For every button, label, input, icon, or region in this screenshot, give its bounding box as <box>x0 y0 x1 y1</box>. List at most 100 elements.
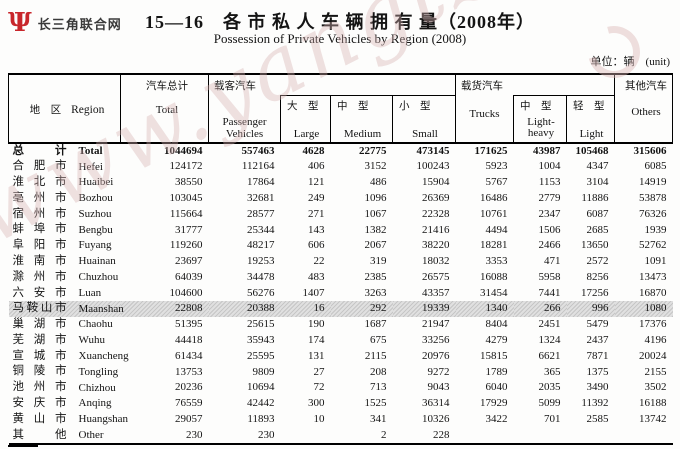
value-cell: 249 <box>308 191 325 204</box>
table-header: 地 区 Region 汽车总计 Total 载客汽车 载货汽车 其他汽车 Oth… <box>8 74 673 143</box>
value-cell: 16088 <box>480 270 508 283</box>
region-name: 其他 Other <box>12 428 104 441</box>
region-name: 淮南市 Huainan <box>12 254 116 268</box>
region-name: 马鞍山市 Maanshan <box>8 301 124 318</box>
value-cell: 9809 <box>252 365 275 378</box>
value-cell: 1044694 <box>164 144 203 157</box>
value-cell: 38220 <box>422 239 450 252</box>
value-cell: 14919 <box>639 176 667 189</box>
value-cell: 171625 <box>474 144 508 157</box>
value-cell: 26369 <box>422 191 450 204</box>
value-cell: 483 <box>308 270 325 283</box>
value-cell: 1080 <box>614 301 673 318</box>
table-row: 马鞍山市 Maanshan 22808 20388 16 292 19339 1340 266 9… <box>8 301 673 318</box>
header-passenger-vehicles: Passenger Vehicles <box>208 95 281 143</box>
region-name: 淮北市 Huaibei <box>12 176 114 189</box>
value-cell: 10761 <box>480 207 508 220</box>
value-cell: 365 <box>544 365 561 378</box>
value-cell: 4279 <box>485 334 508 347</box>
value-cell: 6040 <box>485 381 508 394</box>
value-cell: 1067 <box>364 207 387 220</box>
value-cell: 43987 <box>533 144 561 157</box>
value-cell: 2067 <box>364 239 387 252</box>
value-cell: 2437 <box>586 334 609 347</box>
region-name: 池州市 Chizhou <box>12 381 116 394</box>
value-cell <box>456 428 514 445</box>
value-cell: 3490 <box>586 381 609 394</box>
value-cell: 4196 <box>644 334 667 347</box>
value-cell: 34478 <box>247 270 275 283</box>
region-name: 宿州市 Suzhou <box>12 207 112 220</box>
region-name: 芜湖市 Wuhu <box>12 333 105 347</box>
next-table-edge-line <box>8 445 38 447</box>
region-name: 总计 Total <box>12 144 103 157</box>
value-cell: 5767 <box>485 176 508 189</box>
value-cell: 300 <box>308 397 325 410</box>
value-cell: 1939 <box>644 223 667 236</box>
value-cell: 31777 <box>175 223 203 236</box>
value-cell: 8256 <box>586 270 609 283</box>
value-cell: 61434 <box>175 349 203 362</box>
value-cell: 6087 <box>586 207 609 220</box>
value-cell: 121 <box>308 176 325 189</box>
value-cell: 42442 <box>247 397 275 410</box>
value-cell <box>567 428 615 445</box>
value-cell: 406 <box>308 160 325 173</box>
value-cell: 557463 <box>241 144 275 157</box>
value-cell: 174 <box>308 334 325 347</box>
value-cell: 1687 <box>364 318 387 331</box>
table-body: 总计 Total 1044694 557463 4628 22775 473145 17162… <box>8 143 673 445</box>
value-cell: 208 <box>370 365 387 378</box>
value-cell: 2572 <box>586 255 609 268</box>
region-name: 阜阳市 Fuyang <box>12 239 112 252</box>
value-cell <box>615 428 673 445</box>
region-name: 宣城市 Xuancheng <box>12 349 129 362</box>
value-cell: 2466 <box>538 239 561 252</box>
value-cell: 1407 <box>302 286 325 299</box>
value-cell: 18032 <box>422 255 450 268</box>
value-cell: 23697 <box>175 255 203 268</box>
value-cell: 13473 <box>639 270 667 283</box>
value-cell: 1340 <box>455 301 514 318</box>
table-row: 亳州市 Bozhou 103045 32681 249 1096 26369 16486 277… <box>9 191 673 207</box>
value-cell: 26575 <box>422 270 450 283</box>
value-cell: 190 <box>308 318 325 331</box>
table-row: 其他 Other 230 230 2 228 <box>9 428 673 445</box>
value-cell: 996 <box>566 301 615 318</box>
value-cell: 17256 <box>581 286 609 299</box>
value-cell: 21416 <box>422 223 450 236</box>
region-name: 滁州市 Chuzhou <box>12 270 119 284</box>
table-row: 芜湖市 Wuhu 44418 35943 174 675 33256 4279 1324 2437… <box>9 333 673 349</box>
region-name: 铜陵市 Tongling <box>12 365 119 378</box>
value-cell: 319 <box>370 255 387 268</box>
value-cell: 271 <box>308 207 325 220</box>
value-cell: 105468 <box>575 144 609 157</box>
value-cell: 64039 <box>175 270 203 283</box>
value-cell: 29057 <box>175 412 203 425</box>
table-row: 铜陵市 Tongling 13753 9809 27 208 9272 1789 365 1375… <box>9 364 673 380</box>
value-cell: 230 <box>258 428 275 441</box>
region-name: 安庆市 Anqing <box>12 397 112 410</box>
value-cell: 2385 <box>364 270 387 283</box>
page-title: 15—16 各 市 私 人 车 辆 拥 有 量（2008年） <box>145 12 535 32</box>
value-cell: 3263 <box>364 286 387 299</box>
value-cell: 1375 <box>586 365 609 378</box>
value-cell: 104600 <box>169 286 203 299</box>
value-cell: 48217 <box>247 239 275 252</box>
value-cell: 11886 <box>581 191 609 204</box>
region-name: 巢湖市 Chaohu <box>12 318 113 331</box>
value-cell: 43357 <box>422 286 450 299</box>
site-logo-label: 长三角联合网 <box>37 16 122 32</box>
value-cell: 3152 <box>364 160 387 173</box>
value-cell: 9272 <box>427 365 450 378</box>
header-large: 大 型 Large <box>280 94 331 143</box>
value-cell: 7441 <box>538 286 561 299</box>
table-row: 蚌埠市 Bengbu 31777 25344 143 1382 21416 4494 1506 2… <box>9 222 673 238</box>
value-cell: 20388 <box>208 301 281 318</box>
value-cell: 52762 <box>639 239 667 252</box>
value-cell: 33256 <box>422 334 450 347</box>
header-light: 轻 型 Light <box>566 94 615 143</box>
value-cell: 2685 <box>586 223 609 236</box>
table-row: 黄山市 Huangshan 29057 11893 10 341 10326 3422 701 2… <box>9 412 673 428</box>
region-name: 亳州市 Bozhou <box>12 191 113 205</box>
